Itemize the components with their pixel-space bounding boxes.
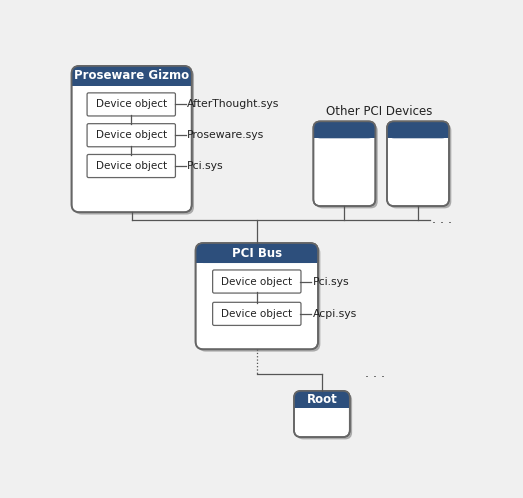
Text: AfterThought.sys: AfterThought.sys bbox=[187, 100, 279, 110]
FancyBboxPatch shape bbox=[316, 124, 378, 208]
FancyBboxPatch shape bbox=[294, 391, 350, 437]
Text: Proseware.sys: Proseware.sys bbox=[187, 130, 264, 140]
FancyBboxPatch shape bbox=[387, 122, 449, 138]
FancyBboxPatch shape bbox=[87, 124, 175, 147]
FancyBboxPatch shape bbox=[196, 243, 318, 349]
FancyBboxPatch shape bbox=[213, 270, 301, 293]
Text: Device object: Device object bbox=[96, 130, 167, 140]
Text: Device object: Device object bbox=[221, 309, 292, 319]
Text: Root: Root bbox=[306, 393, 337, 406]
Text: Other PCI Devices: Other PCI Devices bbox=[326, 105, 433, 118]
Text: PCI Bus: PCI Bus bbox=[232, 247, 282, 259]
Bar bbox=[294, 399, 350, 408]
FancyBboxPatch shape bbox=[213, 302, 301, 325]
FancyBboxPatch shape bbox=[196, 243, 318, 263]
Bar bbox=[387, 130, 449, 138]
Text: Pci.sys: Pci.sys bbox=[187, 161, 224, 171]
Text: . . .: . . . bbox=[365, 368, 384, 380]
FancyBboxPatch shape bbox=[313, 122, 376, 206]
Text: Device object: Device object bbox=[96, 100, 167, 110]
FancyBboxPatch shape bbox=[72, 66, 192, 212]
Text: . . .: . . . bbox=[432, 214, 452, 227]
Bar bbox=[72, 76, 192, 86]
FancyBboxPatch shape bbox=[297, 393, 352, 439]
Text: Pci.sys: Pci.sys bbox=[313, 276, 349, 286]
Bar bbox=[196, 253, 318, 263]
FancyBboxPatch shape bbox=[87, 93, 175, 116]
FancyBboxPatch shape bbox=[313, 122, 376, 138]
FancyBboxPatch shape bbox=[294, 391, 350, 408]
FancyBboxPatch shape bbox=[389, 124, 451, 208]
FancyBboxPatch shape bbox=[387, 122, 449, 206]
Bar bbox=[313, 130, 376, 138]
FancyBboxPatch shape bbox=[72, 66, 192, 86]
Text: Acpi.sys: Acpi.sys bbox=[313, 309, 357, 319]
Text: Device object: Device object bbox=[96, 161, 167, 171]
FancyBboxPatch shape bbox=[87, 154, 175, 178]
Text: Device object: Device object bbox=[221, 276, 292, 286]
FancyBboxPatch shape bbox=[198, 246, 321, 352]
Text: Proseware Gizmo: Proseware Gizmo bbox=[74, 69, 189, 83]
FancyBboxPatch shape bbox=[74, 68, 194, 215]
